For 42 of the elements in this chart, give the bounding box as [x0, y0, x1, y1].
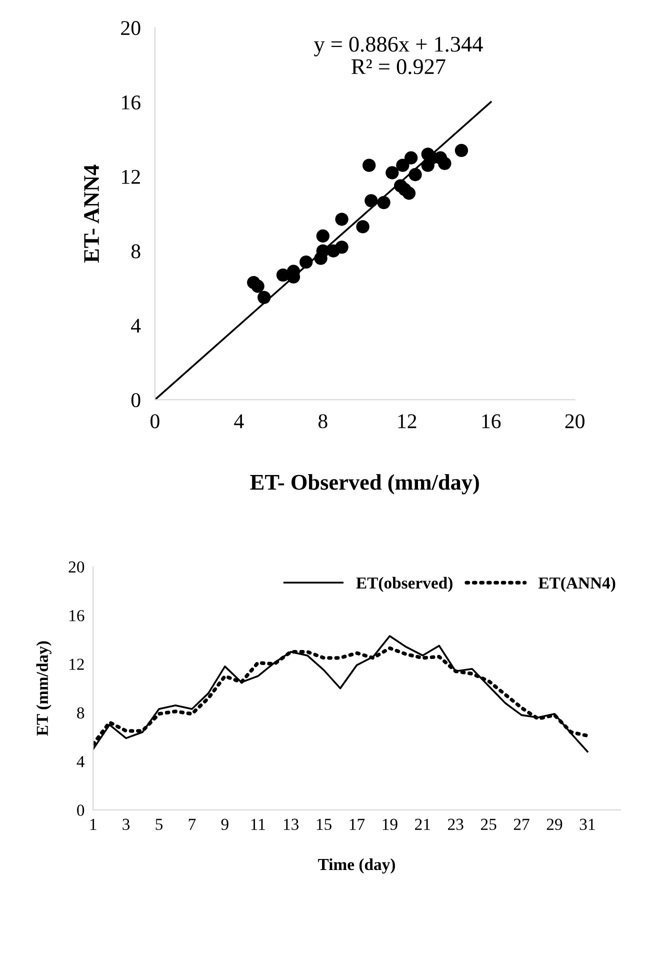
y-tick-label: 12: [122, 170, 140, 184]
x-tick-label: 17: [350, 818, 365, 830]
y-tick-label: 8: [131, 244, 140, 258]
x-tick-label: 11: [251, 818, 265, 830]
x-tick-label: 0: [150, 414, 160, 428]
y-tick-label: 16: [122, 96, 140, 110]
x-axis-title: ET- Observed (mm/day): [250, 474, 479, 494]
x-axis-title: Time (day): [318, 858, 395, 874]
x-tick-label: 21: [415, 818, 430, 830]
x-tick-label: 4: [234, 414, 244, 428]
x-tick-label: 9: [221, 818, 228, 830]
x-tick-label: 12: [398, 414, 416, 428]
annotation: R² = 0.927: [352, 59, 446, 74]
y-axis-title: ET- ANN4: [84, 164, 99, 263]
x-tick-label: 27: [514, 818, 530, 830]
y-tick-label: 20: [121, 21, 140, 36]
x-tick-label: 29: [546, 818, 562, 830]
x-tick-label: 15: [316, 818, 332, 830]
y-tick-label: 20: [68, 561, 84, 573]
y-tick-label: 0: [131, 393, 140, 408]
x-tick-label: 1: [90, 818, 96, 830]
y-tick-label: 4: [76, 756, 84, 768]
x-tick-label: 16: [482, 414, 501, 428]
x-tick-label: 13: [284, 818, 299, 830]
y-tick-label: 16: [70, 610, 84, 622]
x-tick-label: 8: [318, 414, 328, 428]
y-tick-label: 0: [77, 804, 84, 816]
x-tick-label: 5: [156, 818, 163, 830]
x-tick-label: 7: [188, 818, 196, 830]
x-tick-label: 25: [480, 818, 496, 830]
x-tick-label: 31: [580, 818, 595, 830]
annotation: y = 0.886x + 1.344: [314, 36, 483, 56]
x-tick-label: 23: [448, 818, 464, 830]
y-tick-label: 4: [131, 318, 141, 333]
y-tick-label: 12: [70, 658, 84, 670]
legend-label: ET(observed): [356, 576, 452, 592]
x-tick-label: 19: [382, 818, 398, 830]
y-axis-title: ET (mm/day): [36, 641, 52, 736]
x-tick-label: 3: [122, 818, 130, 830]
x-tick-label: 20: [565, 414, 584, 428]
legend-label: ET(ANN4): [538, 576, 616, 592]
y-tick-label: 8: [77, 707, 84, 719]
